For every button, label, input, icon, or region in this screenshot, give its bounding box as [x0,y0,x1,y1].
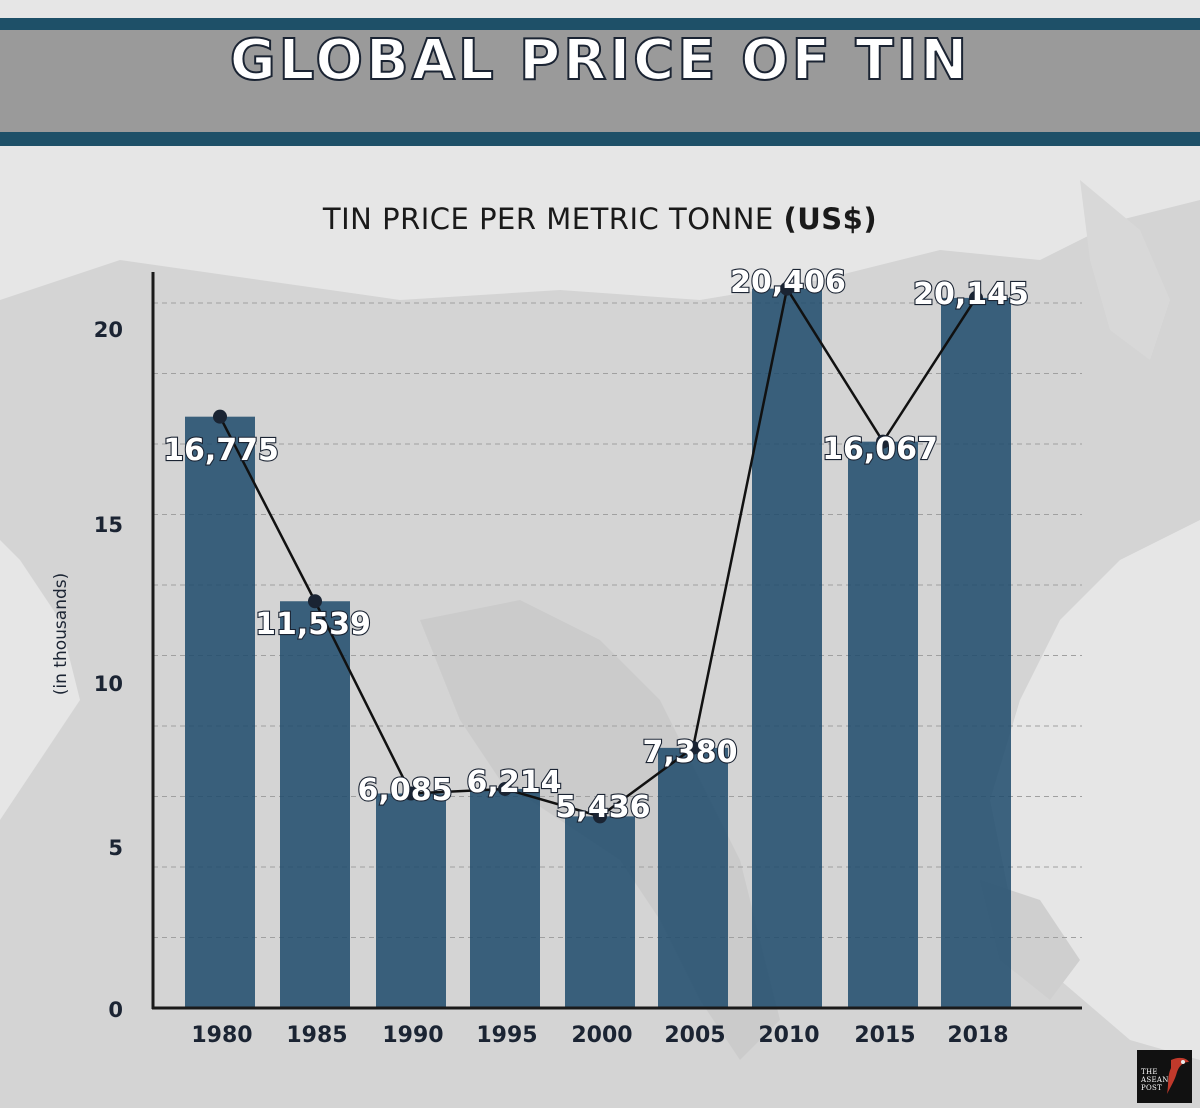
title-banner [0,18,1200,146]
bar-1990 [376,793,446,1008]
data-label-1990: 6,085 [358,773,453,808]
page-title: GLOBAL PRICE OF TIN [229,27,971,94]
bar-1980 [185,416,255,1008]
bar-2005 [658,747,728,1008]
data-label-1985: 11,539 [255,607,371,642]
point-1995 [498,781,512,796]
y-tick-label: 15 [94,513,123,537]
x-tick-label-2000: 2000 [571,1023,632,1048]
x-tick-label-2010: 2010 [758,1023,819,1048]
x-tick-label-1985: 1985 [286,1023,347,1048]
y-tick-label: 20 [94,318,123,342]
data-label-1980: 16,775 [163,433,279,468]
x-tick-label-1990: 1990 [382,1023,443,1048]
bar-1985 [280,601,350,1008]
y-tick-label: 0 [108,998,123,1022]
point-2015 [876,434,890,449]
chart-title-unit: (US$) [783,202,878,236]
bar-2010 [752,288,822,1009]
y-tick-label: 5 [108,836,123,860]
bar-1995 [470,788,540,1008]
data-label-2018: 20,145 [913,277,1029,312]
logo-text: THE ASEAN POST [1141,1068,1169,1092]
chart-title: TIN PRICE PER METRIC TONNE (US$) [0,202,1200,236]
point-1985 [308,594,322,609]
x-tick-label-2005: 2005 [664,1023,725,1048]
point-2010 [780,281,794,296]
chart-title-main: TIN PRICE PER METRIC TONNE [322,202,784,236]
x-tick-label-1980: 1980 [191,1023,252,1048]
bar-2000 [565,816,635,1008]
data-label-2015: 16,067 [822,432,938,467]
bar-2015 [848,441,918,1008]
point-2000 [593,809,607,824]
asean-post-logo: THE ASEAN POST [1137,1050,1192,1103]
y-tick-label: 10 [94,672,123,696]
data-label-1995: 6,214 [467,765,562,800]
bar-2018 [941,297,1011,1008]
point-1990 [404,786,418,801]
point-1980 [213,409,227,424]
y-axis-label: (in thousands) [51,573,71,695]
data-label-2005: 7,380 [643,735,738,770]
data-label-2010: 20,406 [730,265,846,300]
x-tick-label-2015: 2015 [854,1023,915,1048]
x-tick-label-1995: 1995 [476,1023,537,1048]
data-label-2000: 5,436 [556,790,651,825]
bird-icon [1167,1057,1189,1094]
x-tick-label-2018: 2018 [947,1023,1008,1048]
point-2018 [969,290,983,305]
point-2005 [686,740,700,755]
